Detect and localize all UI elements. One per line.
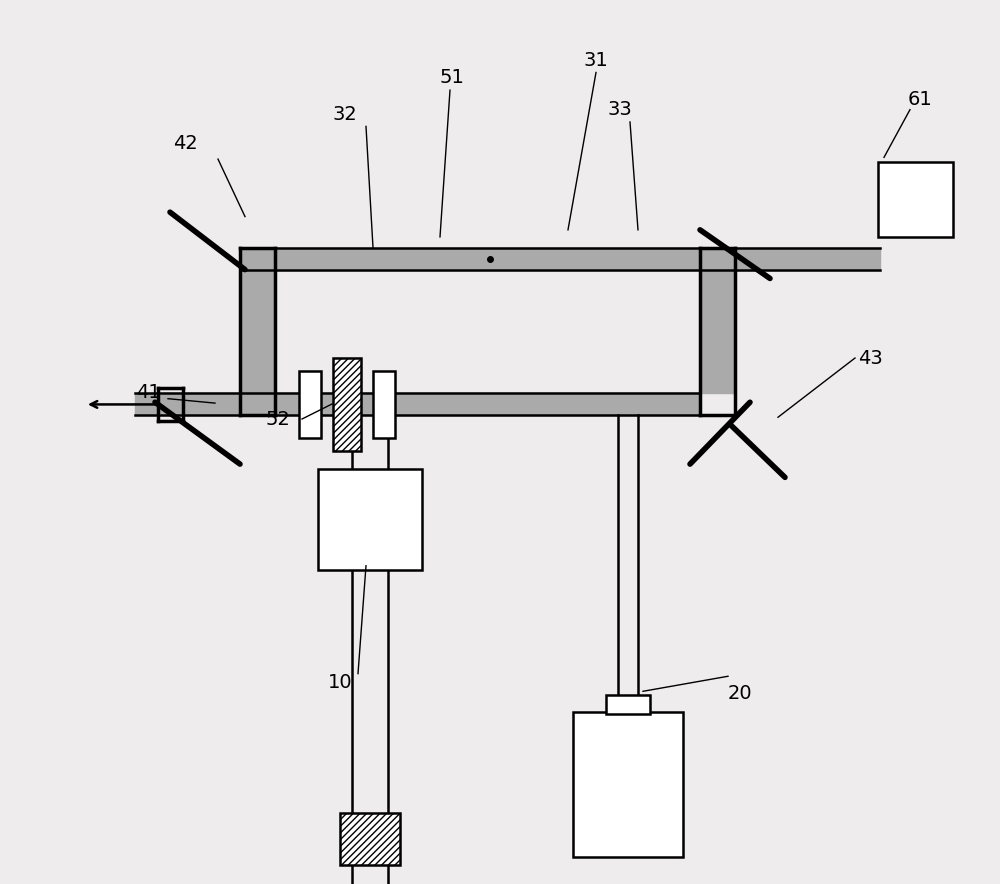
Bar — [878, 162, 953, 237]
Bar — [573, 712, 683, 857]
Bar — [373, 371, 395, 438]
Text: 61: 61 — [908, 89, 932, 109]
Text: 43: 43 — [858, 348, 882, 368]
Bar — [318, 469, 422, 570]
Text: 51: 51 — [440, 68, 464, 88]
Bar — [340, 813, 400, 865]
Bar — [299, 371, 321, 438]
Text: 33: 33 — [608, 100, 632, 119]
Text: 20: 20 — [728, 684, 752, 704]
Text: 32: 32 — [333, 105, 357, 125]
Text: 52: 52 — [266, 409, 290, 429]
Bar — [606, 695, 650, 714]
Text: 41: 41 — [136, 383, 160, 402]
Text: 10: 10 — [328, 673, 352, 692]
Text: 31: 31 — [584, 50, 608, 70]
Text: 42: 42 — [173, 133, 197, 153]
Bar — [333, 358, 361, 451]
